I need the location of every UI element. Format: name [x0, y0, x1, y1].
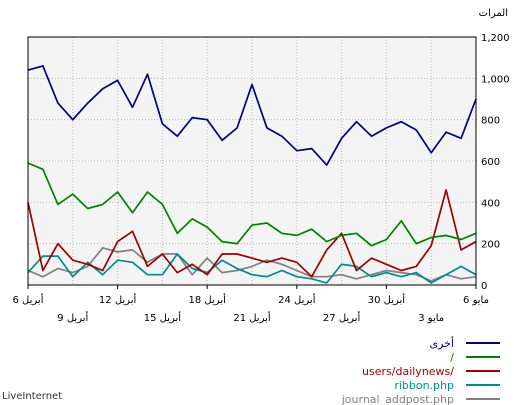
- series-line: [27, 162, 477, 247]
- y-tick-label: 0: [481, 281, 487, 292]
- y-axis-label: المرات: [479, 8, 508, 19]
- x-tick-label: 6 أبريل: [13, 293, 44, 306]
- legend-label: users/dailynews/: [362, 365, 454, 378]
- x-tick-label: 27 أبريل: [323, 311, 361, 324]
- y-tick-label: 400: [481, 198, 500, 209]
- x-tick-label: 9 أبريل: [57, 311, 88, 324]
- series-line: [27, 189, 477, 278]
- x-tick-label: 6 مايو: [463, 295, 489, 306]
- series-lines: [27, 65, 477, 284]
- x-tick-label: 3 مايو: [418, 313, 444, 324]
- y-tick-label: 1,000: [481, 74, 510, 85]
- x-axis-ticks: 6 مايو 30 أبريل 24 أبريل 18 أبريل 12 أبريل 6 …: [13, 285, 489, 324]
- brand-label: LiveInternet: [2, 391, 62, 402]
- series-line: [27, 246, 477, 282]
- x-tick-label: 21 أبريل: [233, 311, 271, 324]
- legend-label: ribbon.php: [394, 379, 454, 392]
- y-tick-label: 800: [481, 116, 500, 127]
- x-tick-label: 30 أبريل: [368, 293, 406, 306]
- y-tick-label: 200: [481, 240, 500, 251]
- x-tick-label: 15 أبريل: [144, 311, 182, 324]
- plot-frame: [27, 36, 477, 286]
- x-tick-label: 24 أبريل: [278, 293, 316, 306]
- legend-label: /: [450, 351, 454, 364]
- legend: أخرى/users/dailynews/ribbon.phpjournal_a…: [341, 336, 500, 405]
- series-line: [27, 65, 477, 166]
- y-tick-label: 1,200: [481, 33, 510, 44]
- x-tick-label: 18 أبريل: [189, 293, 227, 306]
- x-tick-label: 12 أبريل: [99, 293, 137, 306]
- y-tick-label: 600: [481, 157, 500, 168]
- legend-label: journal_addpost.php: [341, 393, 454, 405]
- series-line: [27, 253, 477, 284]
- y-axis-ticks: 0 200 400 600 800 1,000 1,200: [481, 33, 510, 292]
- legend-label: أخرى: [429, 336, 454, 350]
